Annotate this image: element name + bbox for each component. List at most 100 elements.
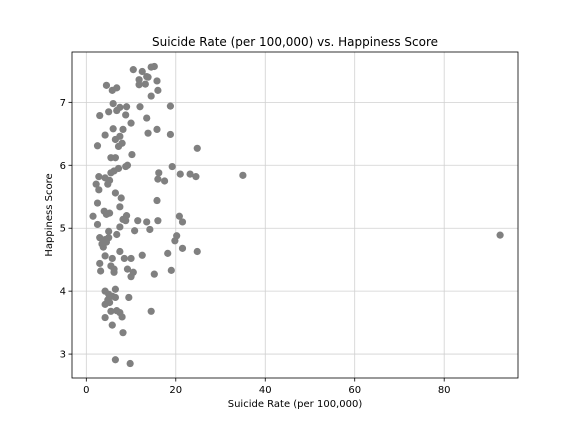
data-point xyxy=(150,62,158,71)
data-point xyxy=(95,173,103,181)
data-point xyxy=(127,119,135,127)
data-point xyxy=(117,194,125,202)
data-point xyxy=(93,142,102,150)
data-point xyxy=(111,135,119,144)
data-point xyxy=(113,230,121,239)
data-point xyxy=(150,270,158,278)
data-point xyxy=(109,125,117,133)
data-point xyxy=(95,186,103,194)
data-point xyxy=(89,212,97,220)
data-point xyxy=(153,196,161,205)
data-point xyxy=(171,237,179,245)
data-point xyxy=(111,293,119,302)
y-tick-label: 5 xyxy=(60,224,66,235)
data-point xyxy=(186,170,194,178)
data-point xyxy=(134,217,142,225)
data-point xyxy=(147,92,155,100)
data-point xyxy=(168,162,176,171)
data-point xyxy=(96,111,104,120)
data-point xyxy=(126,359,134,368)
data-point xyxy=(239,171,247,179)
data-point xyxy=(122,103,131,111)
data-point xyxy=(127,273,135,281)
data-point xyxy=(119,329,127,337)
data-point xyxy=(109,100,117,108)
data-point xyxy=(96,259,104,268)
y-tick-label: 6 xyxy=(60,161,66,172)
data-point xyxy=(138,251,146,259)
data-point xyxy=(93,199,102,207)
data-point xyxy=(92,180,100,188)
data-point xyxy=(111,285,119,293)
data-point xyxy=(118,313,126,321)
data-point xyxy=(125,293,133,302)
plot-frame xyxy=(71,51,519,379)
data-point xyxy=(193,144,201,152)
data-point xyxy=(101,313,109,322)
data-point xyxy=(167,266,175,274)
y-tick-label: 3 xyxy=(60,350,66,361)
data-point xyxy=(118,139,126,147)
data-point xyxy=(107,307,115,315)
data-point xyxy=(113,84,121,92)
data-point xyxy=(496,231,504,239)
data-point xyxy=(178,244,187,252)
data-point xyxy=(164,249,172,257)
data-point xyxy=(111,154,119,162)
chart-title: Suicide Rate (per 100,000) vs. Happiness… xyxy=(152,35,438,49)
data-point xyxy=(153,125,161,134)
data-point xyxy=(144,129,152,137)
data-point xyxy=(93,220,102,229)
x-axis-label: Suicide Rate (per 100,000) xyxy=(228,399,363,410)
data-point xyxy=(153,77,161,85)
data-point xyxy=(178,218,187,226)
data-point xyxy=(122,217,130,225)
data-point xyxy=(131,227,139,235)
x-tick-label: 80 xyxy=(438,385,451,396)
data-point xyxy=(135,81,143,89)
data-point xyxy=(141,80,149,88)
data-point xyxy=(116,203,124,211)
data-point xyxy=(192,173,200,181)
data-point xyxy=(143,114,151,122)
data-point xyxy=(108,321,116,329)
x-tick-label: 40 xyxy=(259,385,272,396)
data-point xyxy=(120,254,128,263)
data-point xyxy=(110,268,118,276)
data-point xyxy=(102,81,111,89)
data-point xyxy=(127,254,135,263)
data-point xyxy=(176,170,184,178)
data-point xyxy=(101,252,109,260)
data-point xyxy=(99,243,107,251)
data-point xyxy=(105,227,113,235)
data-point xyxy=(154,86,162,94)
x-axis-ticks: 0 20 40 60 80 xyxy=(83,378,451,396)
data-point xyxy=(104,180,112,188)
data-point xyxy=(105,108,113,116)
y-axis-label: Happiness Score xyxy=(44,173,55,256)
data-point xyxy=(111,189,119,197)
data-point xyxy=(175,212,183,220)
data-point xyxy=(123,265,132,273)
data-point xyxy=(116,247,124,256)
data-point xyxy=(138,67,146,76)
x-tick-label: 0 xyxy=(83,385,89,396)
data-point xyxy=(147,307,155,315)
data-point xyxy=(108,254,116,263)
data-point xyxy=(144,73,152,81)
data-point xyxy=(160,177,169,185)
data-point xyxy=(166,102,175,110)
data-point xyxy=(154,217,162,225)
data-point xyxy=(107,169,115,177)
data-point xyxy=(119,125,127,134)
x-tick-label: 60 xyxy=(348,385,361,396)
data-point xyxy=(116,223,124,231)
y-tick-label: 4 xyxy=(60,287,66,298)
data-point xyxy=(122,162,130,171)
data-point xyxy=(128,150,136,159)
data-point xyxy=(136,103,144,111)
points-layer xyxy=(89,62,504,368)
x-tick-label: 20 xyxy=(169,385,182,396)
data-point xyxy=(105,209,114,217)
